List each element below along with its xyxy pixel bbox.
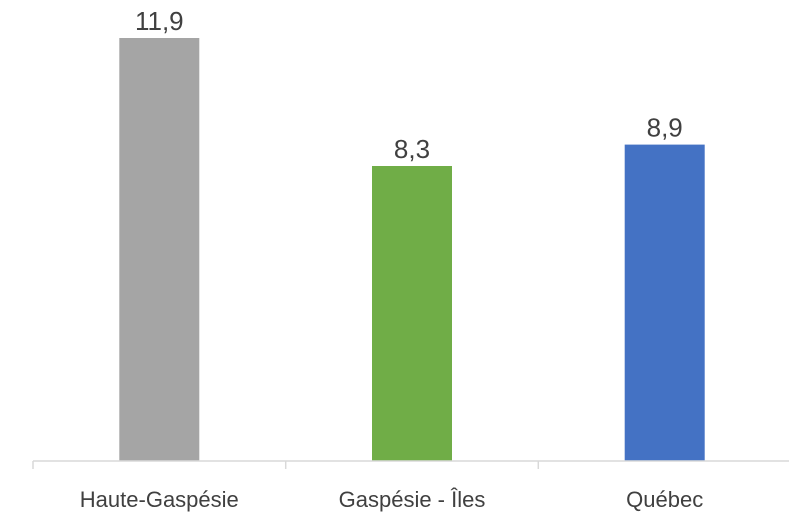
bar-1 — [119, 38, 200, 461]
category-label-1: Haute-Gaspésie — [80, 487, 239, 512]
bars-layer — [119, 38, 705, 461]
category-label-2: Gaspésie - Îles — [339, 487, 486, 512]
bar-2 — [372, 166, 452, 461]
category-label-3: Québec — [626, 487, 703, 512]
category-labels-layer: Haute-Gaspésie Gaspésie - Îles Québec — [80, 487, 703, 512]
data-label-1: 11,9 — [135, 6, 184, 36]
value-labels-layer: 11,9 8,3 8,9 — [135, 6, 683, 164]
x-axis — [32, 460, 789, 469]
bar-3 — [624, 144, 705, 461]
data-label-2: 8,3 — [394, 134, 430, 164]
data-label-3: 8,9 — [647, 113, 683, 143]
